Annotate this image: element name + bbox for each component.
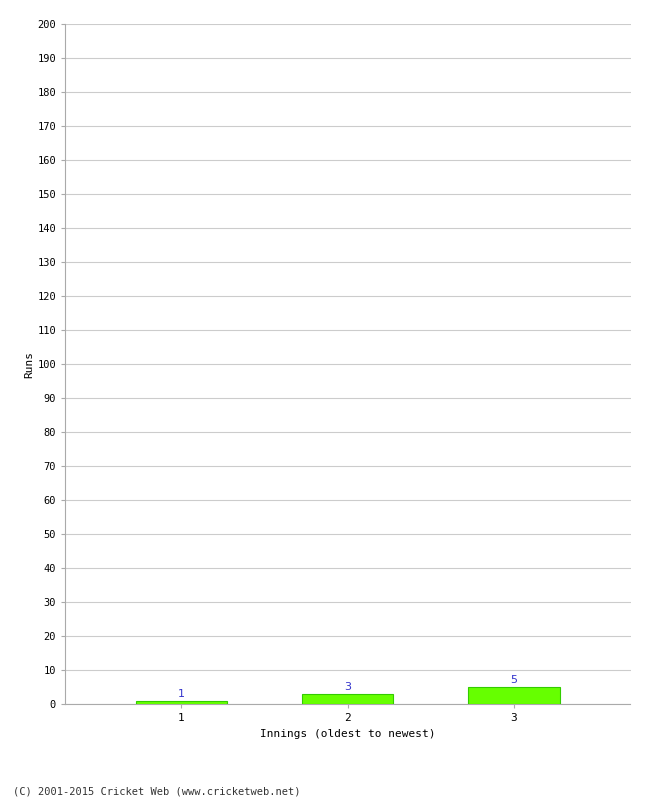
X-axis label: Innings (oldest to newest): Innings (oldest to newest) [260, 729, 436, 738]
Y-axis label: Runs: Runs [25, 350, 34, 378]
Text: 1: 1 [178, 689, 185, 699]
Text: (C) 2001-2015 Cricket Web (www.cricketweb.net): (C) 2001-2015 Cricket Web (www.cricketwe… [13, 786, 300, 796]
Text: 3: 3 [344, 682, 351, 692]
Bar [136, 701, 227, 704]
Text: 5: 5 [510, 675, 517, 686]
Bar [469, 687, 560, 704]
Bar [302, 694, 393, 704]
